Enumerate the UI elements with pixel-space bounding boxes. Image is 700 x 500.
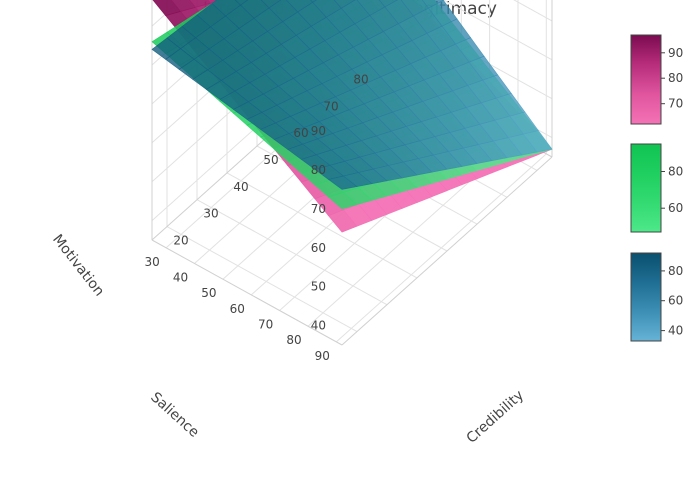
z-tick-label: 50 — [311, 280, 326, 294]
grid-line — [196, 199, 388, 306]
y-tick-label: 80 — [286, 333, 301, 347]
x-tick-label: 60 — [293, 126, 308, 140]
z-tick-label: 60 — [311, 241, 326, 255]
colorbar-tick-label: 80 — [668, 165, 683, 179]
grid-line — [442, 0, 553, 61]
x-tick-label: 20 — [173, 234, 188, 248]
colorbar-tick-label: 70 — [668, 97, 683, 111]
colorbar-2: 60 80 — [630, 143, 683, 233]
colorbar-tick-label: 80 — [668, 71, 683, 85]
colorbar-gradient — [630, 252, 662, 342]
box-edge — [341, 156, 553, 346]
y-tick-label: 40 — [173, 271, 188, 285]
colorbar-gradient — [630, 143, 662, 233]
z-tick-label: 90 — [311, 124, 326, 138]
x-tick-label: 80 — [353, 72, 368, 86]
colorbar-1: 70 80 90 — [630, 34, 683, 125]
surface-cell — [333, 0, 356, 9]
y-tick-label: 70 — [258, 318, 273, 332]
x-tick-label: 50 — [263, 153, 278, 167]
colorbar-3: 40 60 80 — [630, 252, 683, 342]
x-axis-title: Credibility — [464, 387, 527, 446]
colorbar-tick-label: 90 — [668, 46, 683, 60]
grid-line — [335, 153, 547, 343]
y-axis-title: Salience — [147, 389, 202, 440]
x-tick-label: 40 — [233, 180, 248, 194]
y-tick-label: 30 — [145, 255, 160, 269]
z-tick-label: 40 — [311, 319, 326, 333]
y-tick-label: 90 — [315, 349, 330, 363]
colorbar-gradient — [630, 34, 662, 125]
z-tick-label: 80 — [311, 163, 326, 177]
x-tick-label: 70 — [323, 99, 338, 113]
surface-cell — [260, 0, 282, 9]
y-tick-label: 60 — [230, 302, 245, 316]
y-tick-label: 50 — [201, 286, 216, 300]
grid-line — [226, 172, 418, 279]
surface-cell — [310, 0, 317, 3]
surface-cell — [378, 0, 398, 8]
box-edge — [151, 239, 343, 346]
plot-scene[interactable]: 20 30 40 50 60 70 80 30 40 50 60 70 80 90 40 50 60 70 80 90… — [49, 0, 553, 447]
grid-line — [513, 0, 553, 22]
colorbar-tick-label: 60 — [668, 201, 683, 215]
colorbar-tick-label: 60 — [668, 294, 683, 308]
z-axis-title: Motivation — [49, 232, 107, 300]
grid-line — [166, 226, 358, 333]
z-tick-label: 70 — [311, 202, 326, 216]
surface-3[interactable] — [151, 0, 553, 190]
surface-cell — [234, 0, 249, 6]
colorbar-tick-label: 40 — [668, 324, 683, 338]
x-tick-label: 30 — [203, 207, 218, 221]
colorbars: 70 80 90 60 80 40 60 80 — [630, 34, 683, 342]
colorbar-tick-label: 80 — [668, 264, 683, 278]
surface-cell — [421, 0, 444, 9]
